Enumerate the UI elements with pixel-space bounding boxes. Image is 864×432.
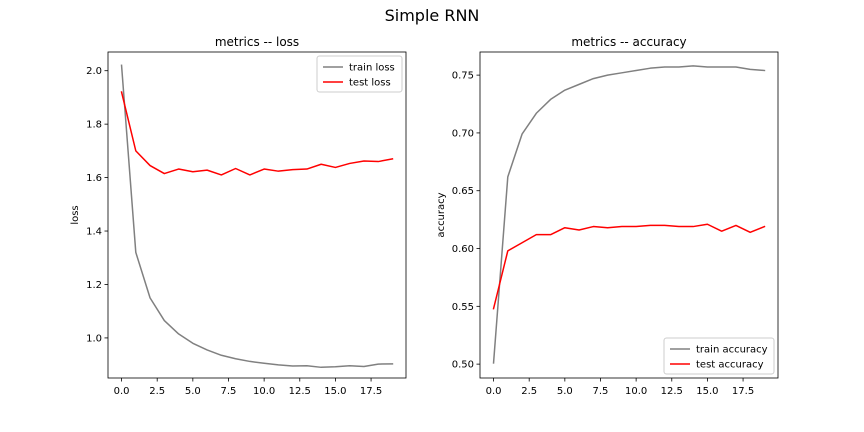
accuracy-y-tick-label: 0.50 [452,360,474,371]
loss-y-tick-label: 1.4 [86,227,102,238]
accuracy-chart: metrics -- accuracy accuracy 0.0 2.5 5.0 7.5 1… [436,35,779,397]
accuracy-chart-title: metrics -- accuracy [571,35,686,49]
accuracy-x-tick-label: 12.5 [661,386,683,397]
accuracy-legend-label: test accuracy [696,360,764,371]
accuracy-x-tick-label: 0.0 [486,386,502,397]
loss-series-line-train-loss [120,64,394,369]
accuracy-x-tick-label: 5.0 [557,386,573,397]
loss-legend: train loss test loss [316,55,403,93]
accuracy-legend-box [663,337,775,375]
loss-y-tick-label: 1.6 [86,173,102,184]
accuracy-y-axis-label: accuracy [436,192,447,237]
loss-chart: metrics -- loss loss 0.0 2.5 5.0 7.5 10.0 12.5 1… [70,35,407,397]
accuracy-x-tick-label: 15.0 [696,386,718,397]
accuracy-x-tick-label: 10.0 [625,386,647,397]
loss-y-tick-label: 1.2 [86,280,102,291]
loss-x-tick-label: 2.5 [149,386,165,397]
loss-legend-box [316,55,403,93]
accuracy-series-line-test-accuracy [492,223,766,310]
loss-x-tick-label: 15.0 [324,386,346,397]
loss-x-tick-label: 17.5 [360,386,382,397]
accuracy-x-tick-label: 2.5 [521,386,537,397]
loss-y-axis-label: loss [70,205,81,224]
accuracy-legend: train accuracy test accuracy [663,337,775,375]
accuracy-axes-frame [479,51,779,379]
loss-x-tick-label: 10.0 [253,386,275,397]
accuracy-y-tick-label: 0.75 [452,71,474,82]
accuracy-series-line-train-accuracy [492,65,766,364]
accuracy-x-tick-label: 7.5 [593,386,609,397]
loss-y-tick-label: 1.0 [86,333,102,344]
accuracy-x-tick-label: 17.5 [732,386,754,397]
loss-legend-label: train loss [349,63,395,74]
accuracy-y-tick-label: 0.60 [452,244,474,255]
accuracy-y-tick-label: 0.55 [452,302,474,313]
figure-title: Simple RNN [385,6,480,25]
loss-x-tick-label: 7.5 [221,386,237,397]
loss-chart-title: metrics -- loss [215,35,299,49]
accuracy-y-tick-label: 0.70 [452,128,474,139]
accuracy-legend-label: train accuracy [696,345,768,356]
loss-x-tick-label: 5.0 [185,386,201,397]
loss-y-tick-label: 2.0 [86,66,102,77]
loss-axes-frame [107,51,407,379]
accuracy-y-tick-label: 0.65 [452,186,474,197]
loss-y-tick-label: 1.8 [86,120,102,131]
loss-legend-label: test loss [349,78,391,89]
loss-x-tick-label: 12.5 [289,386,311,397]
loss-x-tick-label: 0.0 [114,386,130,397]
loss-series-line-test-loss [120,91,394,176]
